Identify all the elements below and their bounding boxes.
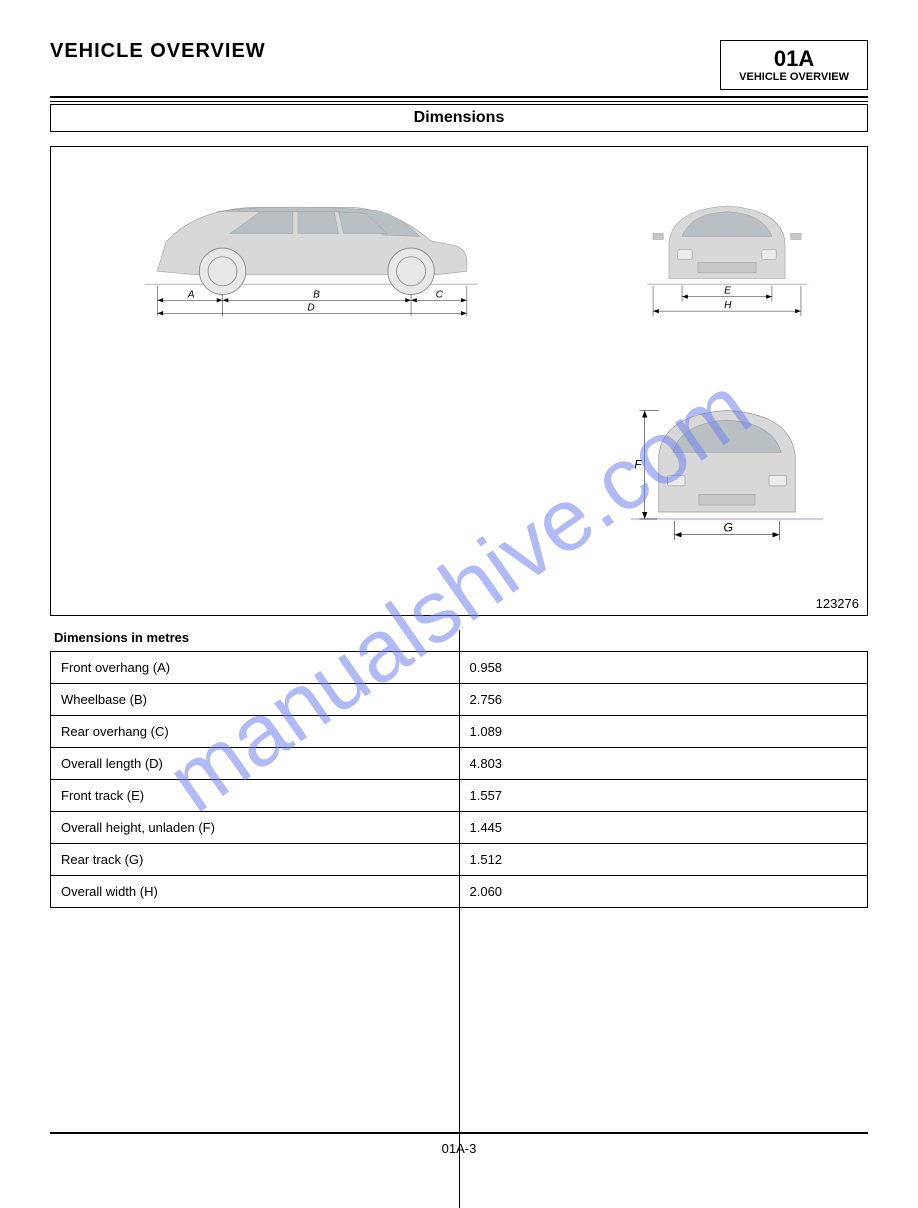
dim-label-e: E	[724, 286, 731, 297]
column-divider	[459, 630, 460, 1208]
dim-val: 1.557	[459, 780, 868, 812]
dim-label-b: B	[313, 290, 320, 301]
dim-key: Front track (E)	[51, 780, 460, 812]
dim-key: Rear overhang (C)	[51, 716, 460, 748]
header-code: 01A	[739, 47, 849, 71]
header-rule	[50, 96, 868, 102]
figure-id: 123276	[816, 596, 859, 611]
dim-label-g: G	[724, 520, 734, 534]
page-title: Dimensions	[50, 104, 868, 132]
header-subtitle: VEHICLE OVERVIEW	[739, 71, 849, 83]
dim-key: Overall width (H)	[51, 876, 460, 908]
header-section-name: VEHICLE OVERVIEW	[50, 40, 266, 63]
page-header: VEHICLE OVERVIEW 01A VEHICLE OVERVIEW	[50, 40, 868, 90]
dim-label-c: C	[436, 290, 444, 301]
dim-key: Wheelbase (B)	[51, 684, 460, 716]
dim-label-d: D	[307, 303, 314, 314]
dim-key: Rear track (G)	[51, 844, 460, 876]
dim-key: Overall length (D)	[51, 748, 460, 780]
data-section: Dimensions in metres Front overhang (A)0…	[50, 630, 868, 908]
dim-val: 4.803	[459, 748, 868, 780]
car-side-view: A B C D	[81, 177, 541, 322]
dim-val: 1.512	[459, 844, 868, 876]
header-code-box: 01A VEHICLE OVERVIEW	[720, 40, 868, 90]
dim-label-h: H	[724, 300, 732, 311]
dimensions-figure: A B C D E H	[50, 146, 868, 616]
dim-val: 0.958	[459, 652, 868, 684]
car-front-view: E H	[627, 177, 827, 322]
dim-val: 1.445	[459, 812, 868, 844]
dim-val: 2.756	[459, 684, 868, 716]
dim-val: 1.089	[459, 716, 868, 748]
dim-key: Overall height, unladen (F)	[51, 812, 460, 844]
dim-val: 2.060	[459, 876, 868, 908]
car-rear-view: F G	[627, 372, 827, 547]
page-number: 01A-3	[0, 1141, 918, 1156]
dim-label-f: F	[634, 457, 643, 471]
dim-label-a: A	[187, 290, 195, 301]
footer-rule	[50, 1132, 868, 1134]
dim-key: Front overhang (A)	[51, 652, 460, 684]
